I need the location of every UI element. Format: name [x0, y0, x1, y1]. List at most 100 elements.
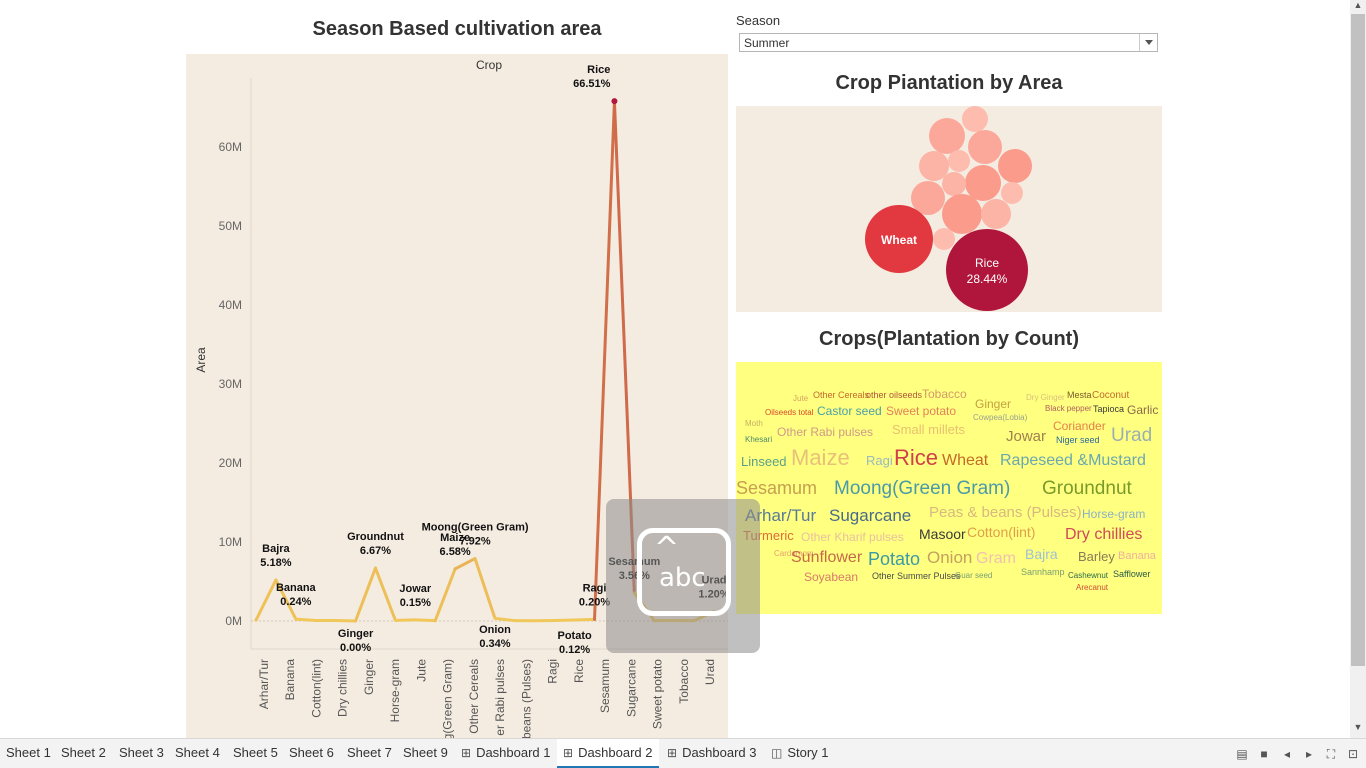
- tab-dashboard-2[interactable]: ⊞ Dashboard 2: [557, 739, 659, 768]
- word[interactable]: Soyabean: [804, 570, 859, 584]
- word[interactable]: Groundnut: [1042, 478, 1132, 499]
- word[interactable]: Rapeseed &Mustard: [1000, 452, 1146, 469]
- word[interactable]: Black pepper: [1045, 404, 1092, 413]
- word[interactable]: Horse-gram: [1082, 507, 1146, 521]
- bubble[interactable]: [968, 130, 1002, 164]
- word[interactable]: Linseed: [741, 454, 787, 469]
- word[interactable]: Coriander: [1053, 419, 1106, 433]
- bubble[interactable]: [942, 172, 966, 196]
- word[interactable]: Dry chillies: [1065, 526, 1143, 543]
- word[interactable]: Rice: [894, 445, 939, 470]
- line-chart-panel[interactable]: Crop Area 0M 10M 20M 30M 40M 50M 60M Arhar/Tur Ban…: [186, 54, 728, 740]
- bubble[interactable]: [981, 199, 1011, 229]
- word[interactable]: Moong(Green Gram): [834, 478, 1011, 499]
- tab-sheet-1[interactable]: Sheet 1: [0, 739, 57, 768]
- word[interactable]: Dry Ginger: [1026, 393, 1065, 402]
- bubble-rice[interactable]: [946, 229, 1028, 311]
- word[interactable]: Ragi: [866, 453, 893, 468]
- word[interactable]: Moth: [745, 419, 763, 428]
- word[interactable]: Cowpea(Lobia): [973, 413, 1028, 422]
- bubble[interactable]: [998, 149, 1032, 183]
- word[interactable]: Gram: [976, 550, 1016, 567]
- word[interactable]: Castor seed: [817, 404, 882, 418]
- bubble[interactable]: [965, 165, 1001, 201]
- tab-dashboard-1[interactable]: ⊞ Dashboard 1: [455, 739, 557, 768]
- tab-story-1[interactable]: ◫ Story 1: [765, 739, 835, 768]
- word[interactable]: Sannhamp: [1021, 567, 1065, 577]
- word[interactable]: Ginger: [975, 397, 1012, 411]
- word[interactable]: Sweet potato: [886, 404, 957, 418]
- word[interactable]: Banana: [1118, 550, 1156, 562]
- word[interactable]: Arhar/Tur: [745, 506, 817, 525]
- bubble[interactable]: [962, 106, 988, 132]
- text-object-icon[interactable]: ^ abc: [637, 528, 731, 616]
- word[interactable]: Other Rabi pulses: [777, 425, 874, 439]
- text-object-overlay[interactable]: ^ abc: [606, 499, 760, 653]
- chevron-down-icon[interactable]: [1139, 34, 1157, 51]
- bubble[interactable]: [911, 181, 945, 215]
- season-dropdown[interactable]: Summer: [739, 33, 1158, 52]
- prev-sheet-icon[interactable]: ◂: [1283, 747, 1291, 761]
- word[interactable]: Tobacco: [922, 387, 967, 401]
- word[interactable]: Potato: [868, 549, 921, 569]
- word[interactable]: Guar seed: [955, 571, 993, 580]
- word[interactable]: Onion: [927, 548, 973, 567]
- word[interactable]: Coconut: [1092, 390, 1130, 401]
- word[interactable]: Other Summer Pulses: [872, 571, 961, 581]
- tab-dashboard-3[interactable]: ⊞ Dashboard 3: [661, 739, 763, 768]
- bubble[interactable]: [933, 228, 955, 250]
- line-segment: [473, 557, 497, 620]
- show-filmstrip-icon[interactable]: ▤: [1236, 747, 1248, 761]
- scroll-up-icon[interactable]: ▲: [1353, 0, 1363, 10]
- bubble[interactable]: [929, 118, 965, 154]
- word-cloud-panel[interactable]: Jute Other Cereals other oilseeds Tobacc…: [736, 362, 1162, 614]
- tab-sheet-3[interactable]: Sheet 3: [113, 739, 170, 768]
- bubble[interactable]: [942, 194, 982, 234]
- word[interactable]: Peas & beans (Pulses): [929, 504, 1082, 521]
- word[interactable]: Cotton(lint): [967, 524, 1036, 540]
- word[interactable]: Wheat: [942, 452, 989, 469]
- tab-sheet-9[interactable]: Sheet 9: [397, 739, 454, 768]
- word[interactable]: Cardamom: [774, 549, 814, 558]
- scroll-down-icon[interactable]: ▼: [1353, 722, 1363, 732]
- word[interactable]: Mesta: [1067, 390, 1092, 400]
- presentation-mode-icon[interactable]: ⊡: [1347, 747, 1359, 761]
- tab-sheet-4[interactable]: Sheet 4: [169, 739, 226, 768]
- word[interactable]: Garlic: [1127, 403, 1159, 417]
- word[interactable]: Small millets: [892, 422, 965, 437]
- word[interactable]: Khesari: [745, 435, 773, 444]
- word[interactable]: Barley: [1078, 549, 1115, 564]
- tab-sheet-6[interactable]: Sheet 6: [283, 739, 340, 768]
- fit-screen-icon[interactable]: ⛶: [1326, 747, 1336, 761]
- word[interactable]: Sunflower: [791, 549, 863, 566]
- word[interactable]: Other Cereals: [813, 390, 870, 400]
- tab-sheet-7[interactable]: Sheet 7: [341, 739, 398, 768]
- word[interactable]: Jowar: [1006, 428, 1047, 445]
- word[interactable]: Sesamum: [736, 478, 818, 498]
- word[interactable]: Urad: [1111, 425, 1153, 446]
- bubble[interactable]: [919, 151, 949, 181]
- word[interactable]: Maize: [791, 445, 850, 470]
- next-sheet-icon[interactable]: ▸: [1305, 747, 1313, 761]
- show-tabs-icon[interactable]: ■: [1260, 747, 1268, 761]
- bubble[interactable]: [1001, 182, 1023, 204]
- tab-sheet-2[interactable]: Sheet 2: [55, 739, 112, 768]
- word[interactable]: Bajra: [1025, 546, 1058, 562]
- word[interactable]: Oilseeds total: [765, 408, 814, 417]
- word[interactable]: Arecanut: [1076, 583, 1109, 592]
- word[interactable]: Sugarcane: [829, 506, 912, 525]
- word[interactable]: Jute: [793, 394, 809, 403]
- word[interactable]: other oilseeds: [866, 390, 923, 400]
- word[interactable]: Safflower: [1113, 569, 1151, 579]
- vertical-scrollbar[interactable]: ▲ ▼: [1350, 0, 1366, 738]
- scroll-thumb[interactable]: [1351, 14, 1365, 666]
- word[interactable]: Other Kharif pulses: [801, 530, 904, 544]
- bubble[interactable]: [948, 150, 970, 172]
- word[interactable]: Niger seed: [1056, 435, 1100, 445]
- bubble-wheat[interactable]: [865, 205, 933, 273]
- tab-sheet-5[interactable]: Sheet 5: [227, 739, 284, 768]
- word[interactable]: Cashewnut: [1068, 571, 1109, 580]
- bubble-chart-panel[interactable]: Wheat Rice 28.44%: [736, 106, 1162, 312]
- word[interactable]: Tapioca: [1093, 404, 1125, 414]
- word[interactable]: Masoor: [919, 526, 966, 542]
